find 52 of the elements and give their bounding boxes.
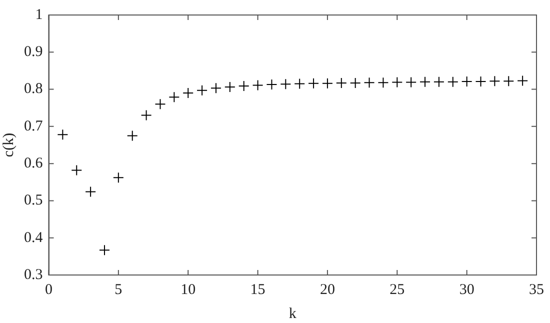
x-tick-label: 25	[390, 282, 405, 298]
point	[475, 76, 486, 87]
point	[112, 172, 124, 184]
x-tick-label: 5	[114, 282, 122, 298]
x-tick-label: 0	[45, 282, 52, 298]
x-tick-label: 20	[320, 282, 335, 298]
point	[406, 76, 417, 88]
point	[517, 75, 528, 86]
point	[308, 78, 320, 89]
point	[57, 129, 68, 140]
point	[364, 77, 375, 88]
point	[420, 76, 431, 88]
point	[98, 244, 110, 256]
y-tick-label: 0.6	[24, 156, 44, 172]
point	[447, 76, 458, 88]
y-tick-label: 0.9	[24, 44, 43, 60]
point	[266, 78, 278, 90]
y-tick-label: 0.3	[24, 266, 43, 283]
point	[336, 77, 347, 88]
point	[196, 84, 208, 96]
y-tick-label: 0.7	[24, 118, 44, 134]
point	[489, 76, 500, 87]
x-tick-label: 15	[250, 282, 266, 298]
point	[280, 78, 292, 90]
point	[350, 77, 361, 88]
point	[140, 110, 152, 121]
y-tick-label: 1	[35, 6, 43, 23]
y-tick-label: 0.4	[24, 230, 44, 246]
point	[210, 82, 222, 94]
point	[168, 92, 180, 103]
x-tick-label: 35	[529, 282, 544, 298]
point	[224, 82, 236, 93]
x-axis-title: k	[288, 306, 297, 322]
point	[71, 164, 82, 176]
point	[238, 80, 250, 92]
y-tick-label: 0.8	[24, 81, 43, 98]
x-tick-label: 30	[459, 282, 474, 298]
point	[154, 98, 166, 110]
y-tick-label: 0.5	[24, 192, 43, 209]
point	[503, 76, 514, 87]
point	[392, 76, 403, 88]
point	[461, 76, 472, 87]
x-tick-label: 10	[180, 282, 196, 298]
point	[433, 76, 444, 88]
point	[182, 88, 194, 98]
point	[378, 77, 389, 88]
point	[294, 78, 306, 90]
point	[252, 80, 264, 91]
y-axis-title: c(k)	[0, 132, 17, 158]
point	[322, 78, 333, 89]
point	[85, 186, 96, 198]
point	[126, 130, 138, 142]
